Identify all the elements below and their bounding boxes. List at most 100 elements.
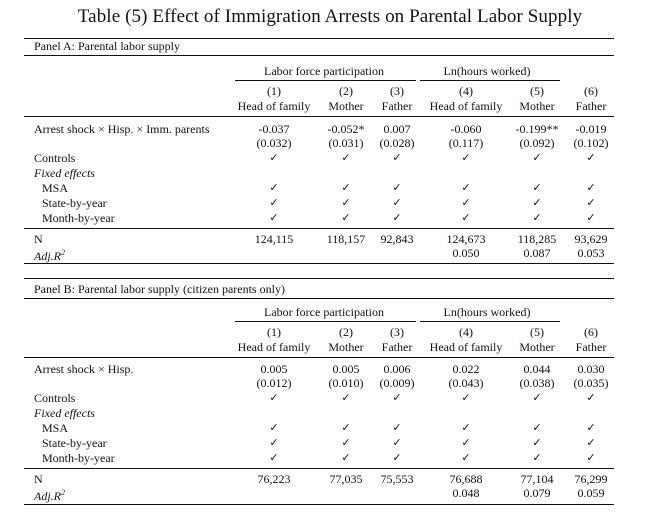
r2-cell: 0.053: [577, 246, 605, 260]
check-icon: ✓: [341, 391, 351, 404]
col-label-2: Mother: [328, 340, 364, 354]
fixed-effects-label: Fixed effects: [34, 406, 95, 420]
check-icon: ✓: [392, 211, 402, 224]
top-rule: [24, 278, 614, 279]
n-cell: 76,223: [257, 472, 291, 486]
col-num-1: (1): [267, 84, 281, 98]
col-label-4: Head of family: [429, 340, 503, 354]
check-icon: ✓: [392, 451, 402, 464]
group-rule-hours: [420, 80, 560, 81]
header-rule: [24, 357, 614, 358]
col-label-3: Father: [381, 99, 413, 113]
n-cell: 124,673: [446, 232, 486, 246]
controls-label: Controls: [34, 391, 76, 405]
n-cell: 77,104: [520, 472, 554, 486]
panel-a-title: Panel A: Parental labor supply: [34, 39, 180, 53]
se-cell: (0.032): [256, 136, 292, 150]
col-num-3: (3): [390, 325, 404, 339]
check-icon: ✓: [532, 196, 542, 209]
check-icon: ✓: [586, 436, 596, 449]
col-label-1: Head of family: [237, 340, 311, 354]
col-num-5: (5): [530, 84, 544, 98]
r2-cell: 0.059: [577, 486, 605, 500]
check-icon: ✓: [461, 211, 471, 224]
n-cell: 124,115: [254, 232, 294, 246]
group-header-lfp: Labor force participation: [264, 64, 384, 78]
panel-a: Panel A: Parental labor supply Labor for…: [24, 38, 614, 273]
adj-r2-superscript: 2: [61, 488, 65, 497]
table-title: Table (5) Effect of Immigration Arrests …: [77, 6, 583, 27]
r2-cell: 0.050: [452, 246, 480, 260]
col-num-4: (4): [459, 325, 473, 339]
se-cell: (0.117): [448, 136, 484, 150]
check-icon: ✓: [586, 151, 596, 164]
col-num-3: (3): [390, 84, 404, 98]
col-label-5: Mother: [519, 340, 555, 354]
r2-cell: 0.048: [452, 486, 480, 500]
coef-cell: 0.005: [332, 362, 360, 376]
check-icon: ✓: [269, 391, 279, 404]
check-icon: ✓: [269, 196, 279, 209]
se-cell: (0.012): [256, 376, 292, 390]
check-icon: ✓: [461, 181, 471, 194]
n-cell: 93,629: [574, 232, 608, 246]
check-icon: ✓: [461, 151, 471, 164]
col-num-5: (5): [530, 325, 544, 339]
col-num-6: (6): [584, 325, 598, 339]
col-label-4: Head of family: [429, 99, 503, 113]
check-icon: ✓: [586, 211, 596, 224]
check-icon: ✓: [586, 181, 596, 194]
r2-cell: 0.087: [523, 246, 551, 260]
coef-cell: 0.005: [260, 362, 288, 376]
coef-cell: 0.007: [383, 122, 411, 136]
check-icon: ✓: [532, 181, 542, 194]
check-icon: ✓: [586, 196, 596, 209]
panel-b-title: Panel B: Parental labor supply (citizen …: [34, 282, 285, 296]
group-header-hours: Ln(hours worked): [443, 64, 531, 78]
coef-cell: -0.037: [258, 122, 290, 136]
coef-cell: -0.019: [575, 122, 607, 136]
bottom-rule: [24, 263, 614, 264]
r2-cell: 0.079: [523, 486, 551, 500]
n-cell: 75,553: [380, 472, 414, 486]
col-label-2: Mother: [328, 99, 364, 113]
se-cell: (0.038): [519, 376, 555, 390]
se-cell: (0.035): [573, 376, 609, 390]
group-header-lfp: Labor force participation: [264, 305, 384, 319]
state-year-label: State-by-year: [42, 196, 107, 210]
check-icon: ✓: [341, 451, 351, 464]
se-cell: (0.043): [448, 376, 484, 390]
adj-r2-label: Adj.R2: [34, 246, 65, 263]
check-icon: ✓: [461, 391, 471, 404]
month-year-label: Month-by-year: [42, 451, 115, 465]
panel-b: Panel B: Parental labor supply (citizen …: [24, 278, 614, 513]
check-icon: ✓: [586, 421, 596, 434]
check-icon: ✓: [532, 151, 542, 164]
n-cell: 118,157: [326, 232, 366, 246]
title-rule: [24, 298, 614, 299]
check-icon: ✓: [461, 451, 471, 464]
check-icon: ✓: [341, 211, 351, 224]
check-icon: ✓: [532, 391, 542, 404]
check-icon: ✓: [532, 211, 542, 224]
n-cell: 118,285: [517, 232, 557, 246]
adj-r2-label: Adj.R2: [34, 486, 65, 503]
check-icon: ✓: [392, 151, 402, 164]
n-cell: 77,035: [329, 472, 363, 486]
check-icon: ✓: [461, 436, 471, 449]
msa-label: MSA: [42, 421, 69, 435]
col-num-2: (2): [339, 325, 353, 339]
top-rule: [24, 38, 614, 39]
check-icon: ✓: [532, 436, 542, 449]
coef-cell: 0.006: [383, 362, 411, 376]
month-year-label: Month-by-year: [42, 211, 115, 225]
bottom-rule: [24, 504, 614, 505]
check-icon: ✓: [532, 421, 542, 434]
n-label: N: [34, 232, 43, 246]
adj-r2-superscript: 2: [61, 248, 65, 257]
main-regressor-label: Arrest shock × Hisp. × Imm. parents: [34, 122, 210, 136]
col-num-6: (6): [584, 84, 598, 98]
stats-rule: [24, 468, 614, 469]
group-header-hours: Ln(hours worked): [443, 305, 531, 319]
check-icon: ✓: [392, 436, 402, 449]
